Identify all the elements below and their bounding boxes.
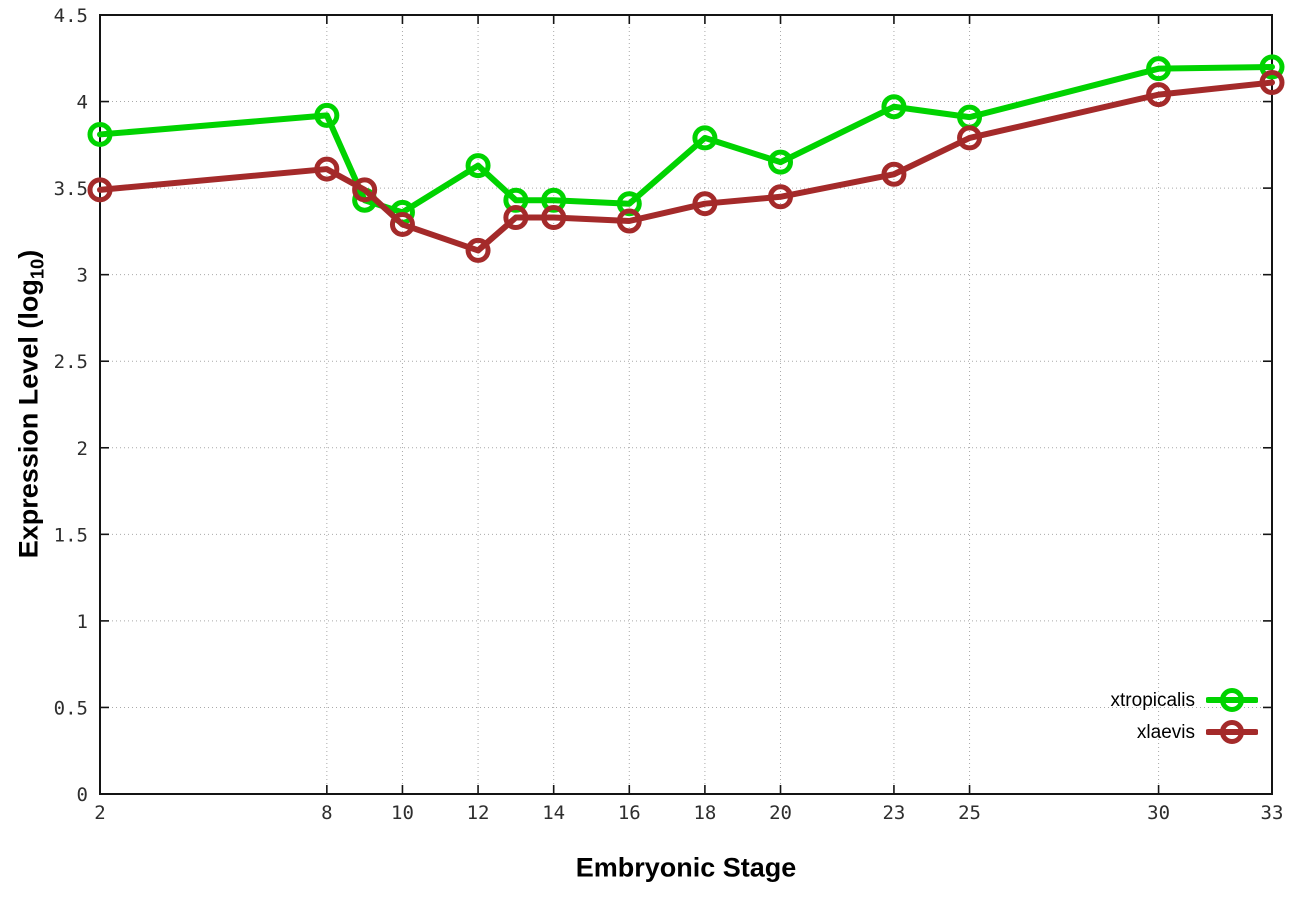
legend: xtropicalis xlaevis [1111,684,1258,748]
y-tick-label: 3.5 [54,178,88,200]
data-point-xtropicalis [616,191,642,217]
data-point-xlaevis [541,205,567,231]
data-point-xtropicalis [503,187,529,213]
data-point-xlaevis [881,161,907,187]
x-tick-label: 14 [542,802,565,824]
x-tick-label: 2 [94,802,105,824]
data-point-xtropicalis [87,121,113,147]
data-point-xtropicalis [1259,54,1285,80]
y-tick-label: 1 [77,611,88,633]
y-tick-label: 2 [77,438,88,460]
data-point-xlaevis [768,184,794,210]
data-point-xlaevis [1259,70,1285,96]
x-tick-label: 18 [693,802,716,824]
legend-marker-xlaevis [1206,720,1258,744]
data-point-xtropicalis [541,187,567,213]
data-point-xlaevis [1146,82,1172,108]
y-tick-label: 0 [77,784,88,806]
data-point-xtropicalis [465,153,491,179]
plot-border [99,14,1273,795]
x-tick-label: 8 [321,802,332,824]
data-point-xlaevis [957,125,983,151]
y-tick-label: 4.5 [54,5,88,27]
x-tick-label: 20 [769,802,792,824]
x-tick-label: 12 [467,802,490,824]
y-tick-label: 4 [77,92,88,114]
data-point-xtropicalis [768,149,794,175]
x-tick-label: 33 [1261,802,1284,824]
y-tick-label: 2.5 [54,351,88,373]
legend-item-xlaevis: xlaevis [1111,716,1258,748]
data-point-xtropicalis [314,102,340,128]
y-axis-title-text: Expression Level (log [13,279,44,559]
data-point-xlaevis [314,156,340,182]
data-point-xtropicalis [881,94,907,120]
y-tick-label: 1.5 [54,524,88,546]
data-point-xlaevis [465,237,491,263]
data-point-xlaevis [692,191,718,217]
series-line-xtropicalis [97,63,1275,216]
y-axis-title-subscript: 10 [26,258,48,280]
data-point-xtropicalis [692,125,718,151]
data-point-xlaevis [352,177,378,203]
x-tick-label: 23 [882,802,905,824]
data-point-xlaevis [503,205,529,231]
data-point-xlaevis [616,208,642,234]
y-tick-label: 3 [77,265,88,287]
series-line-xlaevis [97,79,1275,254]
x-tick-label: 16 [618,802,641,824]
x-tick-label: 10 [391,802,414,824]
data-point-xlaevis [389,211,415,237]
x-tick-label: 25 [958,802,981,824]
legend-label-xlaevis: xlaevis [1136,721,1195,743]
data-point-xlaevis [87,177,113,203]
legend-marker-xtropicalis [1206,688,1258,712]
legend-item-xtropicalis: xtropicalis [1111,684,1258,716]
x-tick-label: 30 [1147,802,1170,824]
legend-label-xtropicalis: xtropicalis [1110,689,1195,711]
y-axis-title-close: ) [13,249,44,259]
x-axis-title: Embryonic Stage [575,852,797,883]
y-tick-label: 0.5 [54,697,88,719]
data-point-xtropicalis [1146,56,1172,82]
